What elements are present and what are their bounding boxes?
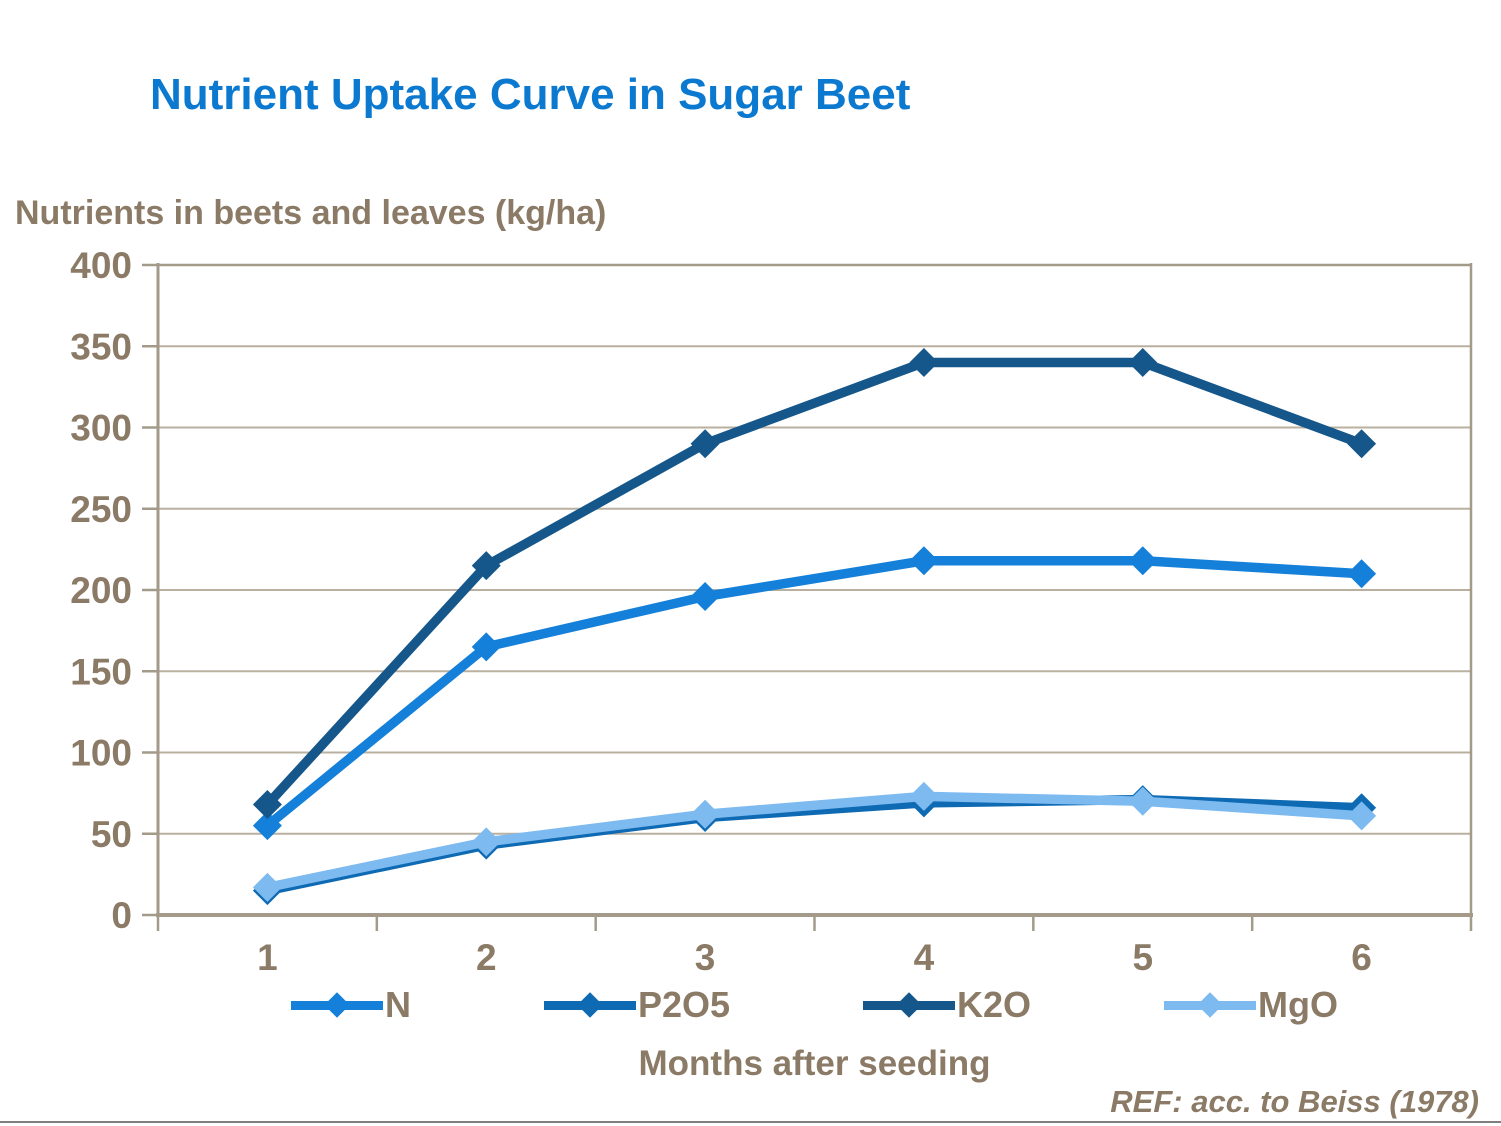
series-line-N (262, 556, 1367, 831)
series-marker-N-2 (471, 632, 501, 662)
legend-item-N: N (290, 984, 411, 1026)
series-marker-N-4 (909, 546, 939, 576)
x-axis-tick-label: 4 (914, 937, 935, 978)
series-line-K2O (262, 357, 1367, 810)
series-marker-N-5 (1128, 546, 1158, 576)
legend-marker-MgO-icon (1164, 988, 1257, 1022)
series-line-P2O5 (262, 794, 1367, 896)
x-axis-tick-label: 2 (476, 937, 497, 978)
legend-item-MgO: MgO (1164, 984, 1338, 1026)
series-line-MgO (262, 791, 1367, 893)
y-axis-title: Nutrients in beets and leaves (kg/ha) (15, 194, 607, 232)
legend-label-N: N (384, 984, 411, 1025)
series-marker-K2O-5 (1128, 348, 1158, 377)
series-marker-N-6 (1347, 559, 1377, 589)
x-axis-tick-label: 6 (1351, 937, 1372, 978)
y-axis-tick-label: 250 (70, 489, 132, 530)
y-axis-tick-label: 150 (70, 651, 132, 692)
series-marker-K2O-4 (909, 348, 939, 377)
series-marker-MgO-5 (1128, 786, 1158, 816)
legend-marker-K2O-icon (863, 988, 956, 1022)
x-axis-title: Months after seeding (638, 1044, 991, 1083)
series-marker-N-3 (690, 582, 720, 611)
x-axis-tick-label: 1 (257, 937, 278, 978)
legend-marker-N-icon (290, 988, 383, 1022)
legend-item-P2O5: P2O5 (543, 984, 731, 1026)
series-marker-K2O-2 (471, 551, 501, 581)
legend-label-MgO: MgO (1258, 984, 1339, 1025)
y-axis-tick-label: 0 (111, 895, 132, 936)
y-axis-tick-label: 300 (70, 408, 132, 449)
series-marker-K2O-3 (690, 429, 720, 459)
series-marker-MgO-1 (252, 872, 282, 902)
x-axis-tick-label: 3 (695, 937, 716, 978)
series-marker-N-1 (252, 811, 282, 841)
legend-label-K2O: K2O (957, 984, 1032, 1025)
series-marker-MgO-6 (1347, 801, 1377, 831)
y-axis-tick-label: 50 (91, 814, 132, 855)
series-marker-MgO-3 (690, 799, 720, 829)
series-marker-K2O-1 (252, 790, 282, 819)
legend-item-K2O: K2O (863, 984, 1031, 1026)
y-axis-tick-label: 100 (70, 733, 132, 774)
series-marker-MgO-2 (471, 827, 501, 857)
bottom-divider (0, 1121, 1501, 1123)
series-marker-MgO-4 (909, 781, 939, 811)
legend-marker-P2O5-icon (543, 988, 636, 1022)
chart-title: Nutrient Uptake Curve in Sugar Beet (150, 70, 911, 119)
reference-note: REF: acc. to Beiss (1978) (1110, 1084, 1479, 1119)
y-axis-tick-label: 200 (70, 570, 132, 611)
y-axis-tick-label: 400 (70, 245, 132, 286)
x-axis-tick-label: 5 (1132, 937, 1153, 978)
series-marker-K2O-6 (1347, 429, 1377, 459)
y-axis-tick-label: 350 (70, 326, 132, 367)
chart-legend: N P2O5 K2O MgO (158, 976, 1471, 1034)
legend-label-P2O5: P2O5 (637, 984, 731, 1025)
